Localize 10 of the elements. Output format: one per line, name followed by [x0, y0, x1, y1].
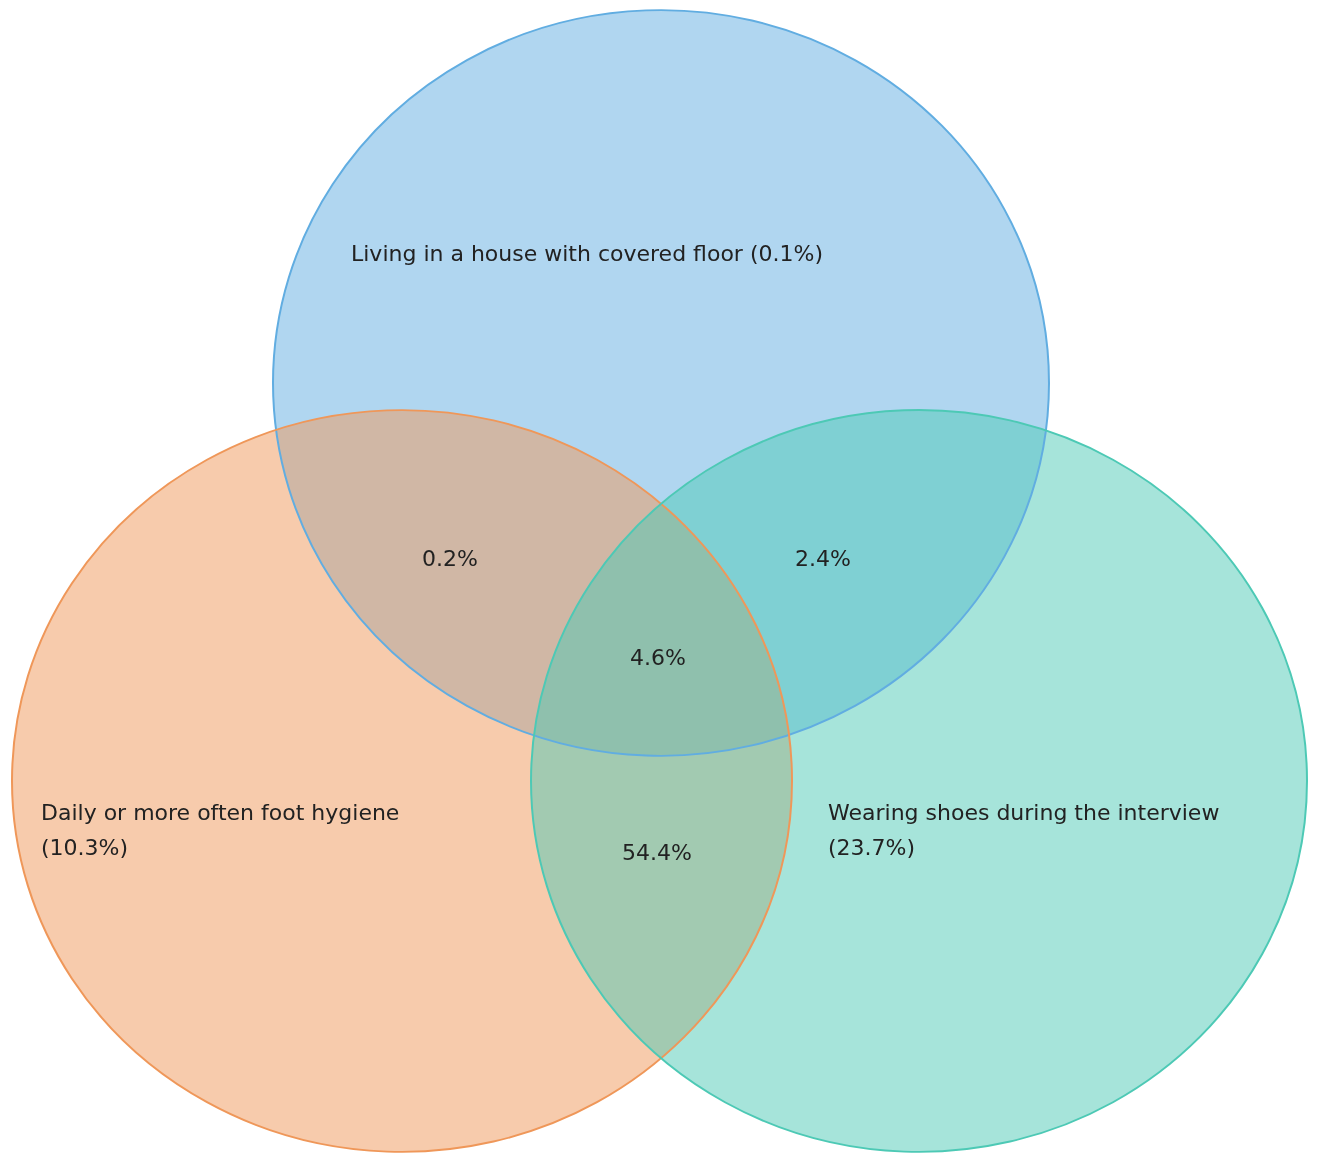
text: 54.4% — [622, 839, 692, 865]
series-label: Wearing shoes during the interview — [828, 799, 1220, 825]
text: 4.6% — [630, 644, 686, 670]
text: 2.4% — [795, 545, 851, 571]
series-label: Daily or more often foot hygiene — [41, 799, 400, 825]
text: 0.2% — [422, 545, 478, 571]
data-label: (0.1%) — [749, 240, 823, 266]
data-label: (23.7%) — [828, 834, 916, 860]
series-label: Living in a house with covered floor — [351, 240, 744, 266]
data-label: (10.3%) — [41, 834, 129, 860]
